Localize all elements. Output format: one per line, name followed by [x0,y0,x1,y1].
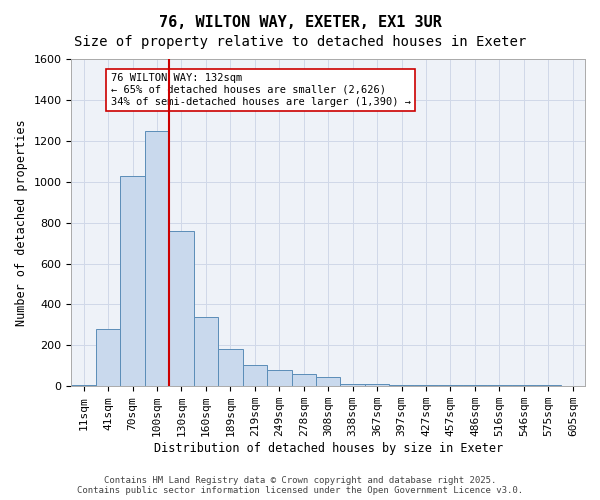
Bar [414,385,438,386]
Bar [145,130,169,386]
X-axis label: Distribution of detached houses by size in Exeter: Distribution of detached houses by size … [154,442,503,455]
Bar [487,385,512,386]
Text: Contains HM Land Registry data © Crown copyright and database right 2025.
Contai: Contains HM Land Registry data © Crown c… [77,476,523,495]
Y-axis label: Number of detached properties: Number of detached properties [15,120,28,326]
Bar [365,384,389,386]
Bar [96,329,121,386]
Bar [340,384,365,386]
Text: Size of property relative to detached houses in Exeter: Size of property relative to detached ho… [74,35,526,49]
Bar [536,385,560,386]
Bar [463,385,487,386]
Text: 76, WILTON WAY, EXETER, EX1 3UR: 76, WILTON WAY, EXETER, EX1 3UR [158,15,442,30]
Bar [71,385,96,386]
Bar [316,377,340,386]
Bar [121,176,145,386]
Bar [438,385,463,386]
Bar [169,231,194,386]
Bar [389,385,414,386]
Bar [218,350,242,386]
Text: 76 WILTON WAY: 132sqm
← 65% of detached houses are smaller (2,626)
34% of semi-d: 76 WILTON WAY: 132sqm ← 65% of detached … [110,74,410,106]
Bar [512,385,536,386]
Bar [267,370,292,386]
Bar [292,374,316,386]
Bar [194,316,218,386]
Bar [242,364,267,386]
